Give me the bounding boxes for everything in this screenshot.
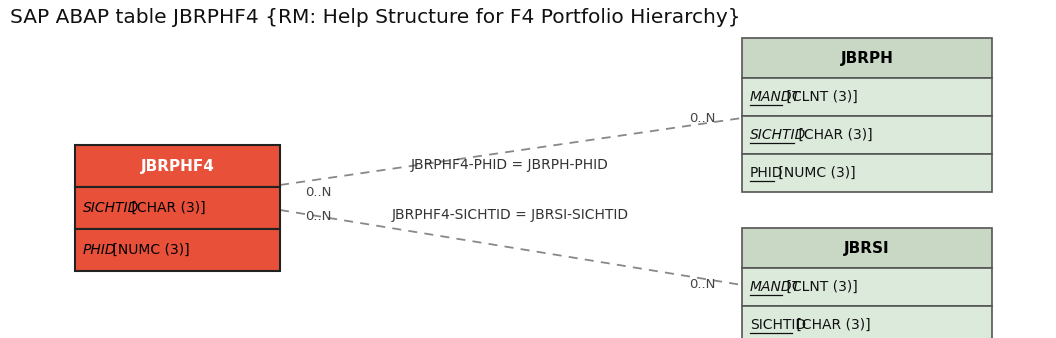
Text: [NUMC (3)]: [NUMC (3)] — [108, 243, 190, 257]
Text: SICHTID: SICHTID — [750, 318, 806, 332]
Text: JBRPHF4-SICHTID = JBRSI-SICHTID: JBRPHF4-SICHTID = JBRSI-SICHTID — [392, 208, 628, 222]
Bar — [742, 154, 992, 192]
Text: PHID: PHID — [83, 243, 116, 257]
Bar — [742, 306, 992, 338]
Text: PHID: PHID — [750, 166, 784, 180]
Bar — [742, 78, 992, 116]
Bar — [75, 145, 280, 187]
Text: JBRPHF4-PHID = JBRPH-PHID: JBRPHF4-PHID = JBRPH-PHID — [411, 158, 609, 172]
Text: [CHAR (3)]: [CHAR (3)] — [792, 318, 870, 332]
Text: [CHAR (3)]: [CHAR (3)] — [794, 128, 872, 142]
Text: SAP ABAP table JBRPHF4 {RM: Help Structure for F4 Portfolio Hierarchy}: SAP ABAP table JBRPHF4 {RM: Help Structu… — [10, 8, 740, 27]
Bar — [742, 228, 992, 268]
Text: [CLNT (3)]: [CLNT (3)] — [781, 90, 857, 104]
Text: JBRPH: JBRPH — [841, 50, 893, 66]
Text: MANDT: MANDT — [750, 90, 802, 104]
Text: 0..N: 0..N — [305, 211, 332, 223]
Text: MANDT: MANDT — [750, 280, 802, 294]
Text: JBRPHF4: JBRPHF4 — [140, 159, 214, 173]
Text: [NUMC (3)]: [NUMC (3)] — [774, 166, 855, 180]
Text: 0..N: 0..N — [305, 187, 332, 199]
Bar — [75, 187, 280, 229]
Bar — [742, 116, 992, 154]
Text: [CHAR (3)]: [CHAR (3)] — [127, 201, 206, 215]
Text: JBRSI: JBRSI — [844, 241, 890, 256]
Text: [CLNT (3)]: [CLNT (3)] — [781, 280, 857, 294]
Bar — [75, 229, 280, 271]
Text: SICHTID: SICHTID — [750, 128, 806, 142]
Text: SICHTID: SICHTID — [83, 201, 139, 215]
Bar — [742, 268, 992, 306]
Bar — [742, 38, 992, 78]
Text: 0..N: 0..N — [690, 112, 716, 124]
Text: 0..N: 0..N — [690, 279, 716, 291]
